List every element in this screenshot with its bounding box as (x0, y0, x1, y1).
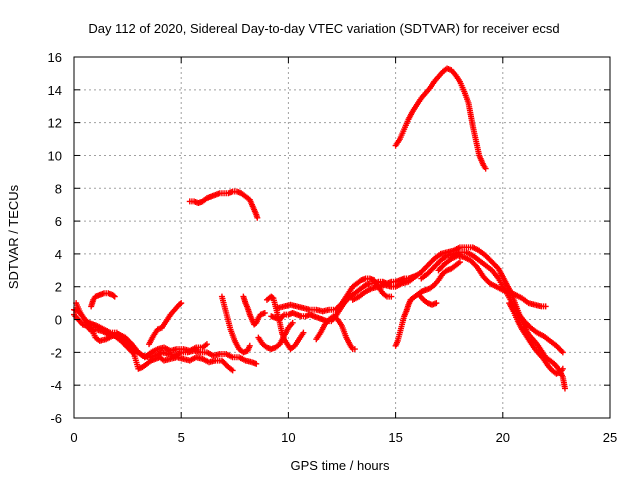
data-point (254, 214, 261, 221)
series-track-l (274, 275, 395, 315)
chart-title: Day 112 of 2020, Sidereal Day-to-day VTE… (88, 21, 559, 36)
data-point (203, 341, 210, 348)
data-point (289, 319, 296, 326)
series-track-m (313, 313, 358, 353)
series-track-r (435, 252, 549, 310)
x-tick-label: 15 (388, 430, 402, 445)
data-point (246, 342, 253, 349)
data-point (559, 365, 566, 372)
y-tick-label: 12 (48, 116, 62, 131)
data-point (433, 300, 440, 307)
series-track-g (218, 293, 253, 356)
series-track-t (506, 300, 566, 377)
x-tick-label: 10 (281, 430, 295, 445)
data-point (110, 292, 117, 299)
data-point (253, 360, 260, 367)
y-tick-label: 8 (55, 181, 62, 196)
grid-lines (74, 57, 610, 418)
y-tick-label: 2 (55, 280, 62, 295)
data-point (111, 293, 118, 300)
y-tick-label: 14 (48, 83, 62, 98)
data-point (178, 300, 185, 307)
data-point (456, 259, 463, 266)
y-tick-label: -6 (50, 411, 62, 426)
x-tick-label: 0 (70, 430, 77, 445)
series-track-q (418, 249, 566, 356)
data-point (559, 349, 566, 356)
x-tick-label: 5 (178, 430, 185, 445)
series-track-s (416, 291, 440, 308)
x-tick-label: 20 (496, 430, 510, 445)
data-point (300, 329, 307, 336)
data-point (261, 309, 268, 316)
x-tick-label: 25 (603, 430, 617, 445)
y-tick-label: -4 (50, 378, 62, 393)
y-axis-label: SDTVAR / TECUs (6, 184, 21, 289)
data-points (71, 65, 568, 392)
plot-frame (73, 56, 611, 419)
series-track-p (349, 244, 568, 392)
series-track-n (392, 65, 489, 172)
series-track-f (186, 188, 261, 221)
series-track-c (71, 311, 236, 374)
series-track-e (146, 300, 185, 348)
series-track-d (88, 290, 118, 310)
y-tick-label: 0 (55, 313, 62, 328)
data-point (351, 346, 358, 353)
axis-ticks: 0 5 10 15 20 25 -6 -4 -2 0 2 4 6 8 10 12 14 16 (48, 50, 618, 445)
y-tick-label: 4 (55, 247, 62, 262)
data-point (388, 293, 395, 300)
data-point (561, 385, 568, 392)
data-point (482, 165, 489, 172)
data-point (229, 367, 236, 374)
y-tick-label: 16 (48, 50, 62, 65)
series-track-o (392, 259, 463, 349)
y-tick-label: 10 (48, 148, 62, 163)
series-track-j (263, 293, 307, 353)
data-point (177, 300, 184, 307)
x-axis-label: GPS time / hours (291, 458, 390, 473)
y-tick-label: -2 (50, 345, 62, 360)
y-tick-label: 6 (55, 214, 62, 229)
data-point (542, 303, 549, 310)
series-track-h (240, 293, 268, 328)
